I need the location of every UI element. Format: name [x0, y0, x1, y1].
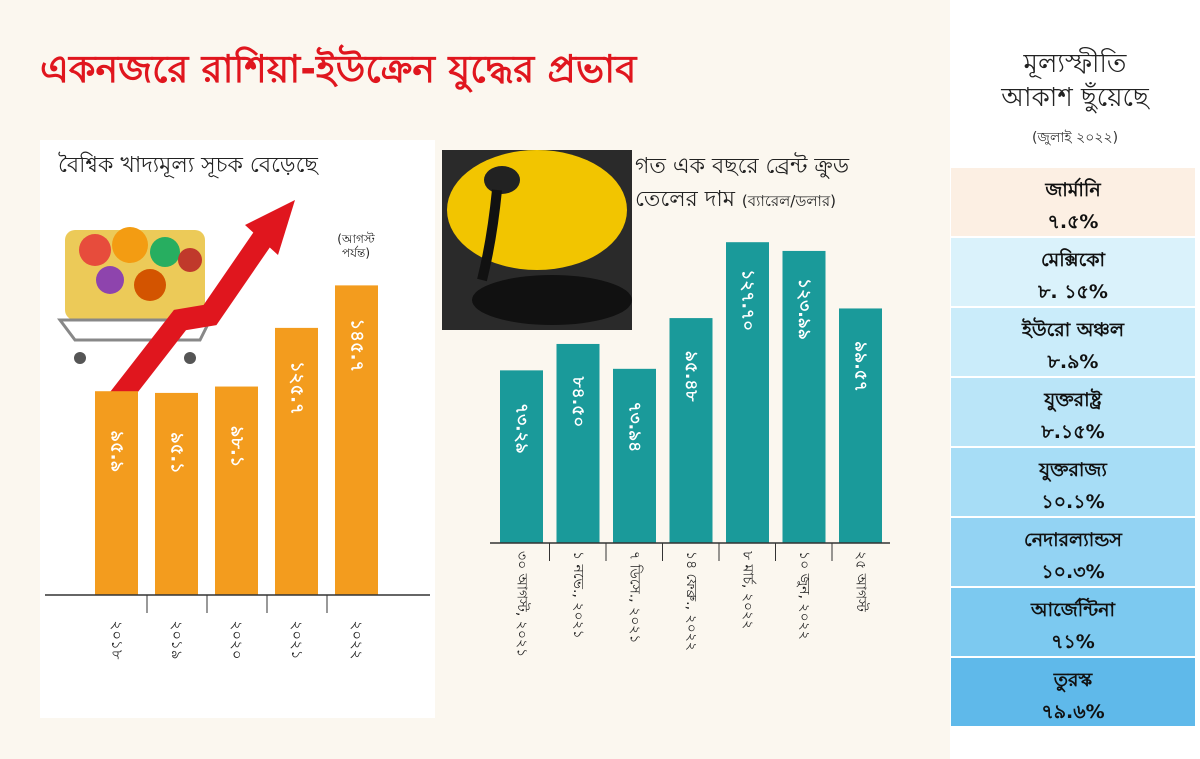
oil-bar [839, 308, 882, 543]
food-chart-title: বৈশ্বিক খাদ্যমূল্য সূচক বেড়েছে [58, 153, 318, 178]
country-name: আর্জেন্টিনা [1030, 599, 1116, 621]
food-bar-label: ৯৫.৯ [107, 430, 128, 472]
oil-category-label: ৩০ আগস্ট, ২০২১ [514, 551, 531, 657]
food-bar [155, 392, 198, 595]
food-bar [95, 391, 138, 595]
oil-ticks: ৩০ আগস্ট, ২০২১ ১ নভে., ২০২১ ৭ ডিসে., ২০২১ ১… [514, 543, 870, 657]
oil-bar [556, 343, 600, 543]
country-inflation-value: ১০.৩% [1041, 561, 1105, 583]
food-category-label: ২০১৯ [168, 621, 186, 660]
oil-bar-label: ৮৪.৫০ [568, 376, 588, 428]
country-list: জার্মানি ৭.৫% মেক্সিকো ৮. ১৫% ইউরো অঞ্চল ৮.৯%… [951, 168, 1195, 728]
country-inflation-value: ১০.১% [1041, 491, 1105, 513]
oil-category-label: ৮ মার্চ, ২০২২ [740, 551, 757, 629]
grocery-cart-icon [57, 227, 213, 364]
food-bars: ৯৫.৯ ৯৫.১ ৯৮.১ ১২৫.৭ ১৪৫.৭ [95, 285, 378, 595]
country-name: ইউরো অঞ্চল [1021, 319, 1125, 341]
food-bar [275, 327, 318, 595]
country-name: মেক্সিকো [1040, 249, 1106, 271]
oil-bar [726, 242, 769, 543]
oil-chart: ৭৩.২৯ ৮৪.৫০ ৭৩.৯৪ ৯৫.৪৮ ১২৭.৭০ ১২৩.৯৯ ৯৯.৫৭ ৩০… [490, 242, 890, 657]
oil-bar-label: ১২৩.৯৯ [794, 278, 814, 340]
food-chart-note: (আগস্ট পর্যন্ত) [337, 232, 375, 261]
oil-barrel-illustration [442, 150, 632, 330]
oil-category-label: ১০ জুন, ২০২২ [796, 551, 812, 640]
oil-category-label: ২৫ আগস্ট [853, 551, 870, 612]
rising-arrow-icon [101, 200, 295, 417]
country-row: জার্মানি ৭.৫% [951, 168, 1195, 238]
food-bar-label: ১২৫.৭ [287, 361, 308, 415]
country-row: যুক্তরাষ্ট্র ৮.১৫% [951, 378, 1195, 448]
oil-title-line2: তেলের দাম [635, 187, 735, 212]
country-name: যুক্তরাজ্য [1039, 459, 1107, 481]
oil-chart-title: গত এক বছরে ব্রেন্ট ক্রুড তেলের দাম (ব্যা… [635, 150, 935, 216]
oil-category-label: ১৪ ফেব্রু., ২০২২ [683, 551, 699, 651]
country-inflation-value: ৭৯.৬% [1041, 701, 1105, 723]
country-row: তুরস্ক ৭৯.৬% [951, 658, 1195, 728]
oil-category-label: ১ নভে., ২০২১ [570, 551, 586, 639]
food-category-label: ২০২১ [288, 621, 306, 660]
oil-bar [782, 250, 826, 543]
country-name: যুক্তরাষ্ট্র [1044, 389, 1102, 411]
main-title: একনজরে রাশিয়া-ইউক্রেন যুদ্ধের প্রভাব [40, 47, 637, 91]
oil-bar [669, 318, 713, 543]
country-row: নেদারল্যান্ডস ১০.৩% [951, 518, 1195, 588]
food-category-label: ২০১৮ [108, 621, 126, 660]
country-inflation-value: ৮.৯% [1047, 351, 1099, 373]
food-ticks: ২০১৮ ২০১৯ ২০২০ ২০২১ ২০২২ [108, 595, 366, 660]
food-bar-label: ১৪৫.৭ [347, 319, 368, 373]
inflation-title-line1: মূল্যস্ফীতি [1023, 49, 1127, 79]
oil-title-line1: গত এক বছরে ব্রেন্ট ক্রুড [635, 154, 850, 179]
oil-category-label: ৭ ডিসে., ২০২১ [627, 551, 644, 643]
food-category-label: ২০২০ [228, 620, 246, 659]
oil-unit: (ব্যারেল/ডলার) [741, 192, 837, 210]
food-bar [335, 285, 378, 595]
inflation-title-line2: আকাশ ছুঁয়েছে [1001, 82, 1149, 113]
food-category-label: ২০২২ [348, 620, 366, 659]
country-row: যুক্তরাজ্য ১০.১% [951, 448, 1195, 518]
inflation-title: মূল্যস্ফীতি আকাশ ছুঁয়েছে [955, 48, 1195, 116]
oil-bar-label: ৭৩.৯৪ [625, 402, 645, 453]
inflation-subtitle: (জুলাই ২০২২) [1031, 130, 1119, 146]
country-name: নেদারল্যান্ডস [1024, 529, 1122, 551]
country-inflation-value: ৭.৫% [1047, 211, 1099, 233]
oil-bar-label: ৯৫.৪৮ [681, 351, 701, 403]
oil-bar-label: ১২৭.৭০ [738, 269, 758, 331]
country-name: জার্মানি [1045, 179, 1101, 201]
food-bar [215, 386, 258, 595]
oil-bar [613, 368, 656, 543]
oil-bar-label: ৯৯.৫৭ [851, 341, 871, 392]
country-row: ইউরো অঞ্চল ৮.৯% [951, 308, 1195, 378]
food-bar-label: ৯৫.১ [167, 432, 188, 474]
country-row: আর্জেন্টিনা ৭১% [951, 588, 1195, 658]
country-row: মেক্সিকো ৮. ১৫% [951, 238, 1195, 308]
oil-bars: ৭৩.২৯ ৮৪.৫০ ৭৩.৯৪ ৯৫.৪৮ ১২৭.৭০ ১২৩.৯৯ ৯৯.৫৭ [500, 242, 882, 543]
country-inflation-value: ৮. ১৫% [1038, 281, 1108, 303]
oil-bar [500, 370, 543, 543]
food-bar-label: ৯৮.১ [227, 426, 248, 468]
country-name: তুরস্ক [1053, 669, 1093, 691]
country-inflation-value: ৮.১৫% [1041, 421, 1105, 443]
oil-bar-label: ৭৩.২৯ [512, 403, 532, 454]
country-inflation-value: ৭১% [1051, 631, 1095, 653]
